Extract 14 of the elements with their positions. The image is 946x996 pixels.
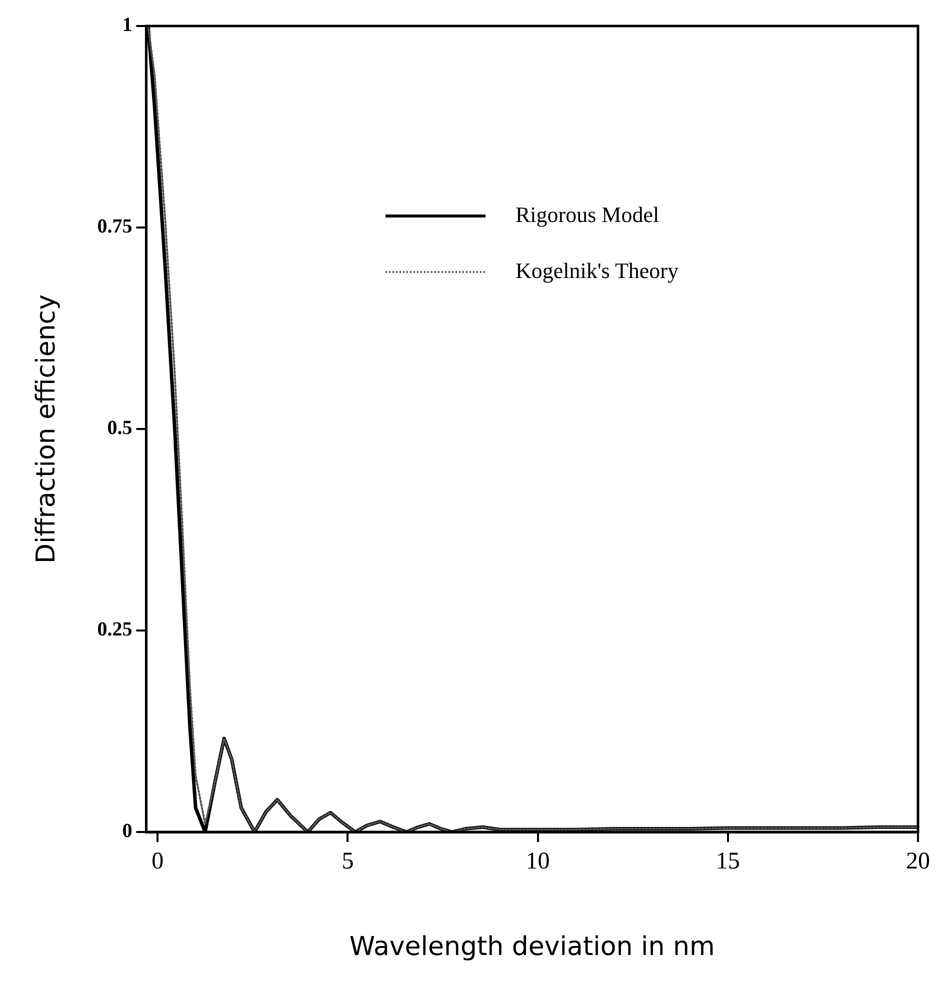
x-tick-label: 15 (716, 848, 740, 875)
legend-label: Kogelnik's Theory (515, 258, 679, 283)
x-tick-label: 10 (526, 848, 550, 875)
legend-label: Rigorous Model (515, 202, 660, 227)
x-tick-label: 20 (906, 848, 930, 875)
y-tick-label: 0.5 (107, 417, 132, 440)
x-tick-label: 5 (342, 848, 354, 875)
x-axis-title: Wavelength deviation in nm (349, 932, 715, 962)
y-tick-label: 0 (122, 820, 132, 842)
y-tick-label: 0.25 (97, 618, 132, 641)
y-tick-label: 0.75 (97, 216, 132, 238)
y-tick-label: 1 (122, 14, 132, 36)
x-tick-label: 0 (152, 848, 164, 875)
y-axis-title: Diffraction efficiency (31, 294, 62, 564)
